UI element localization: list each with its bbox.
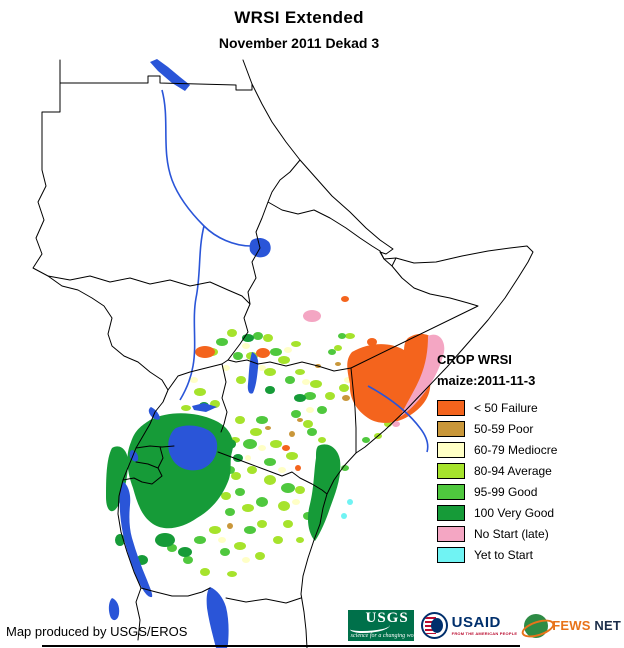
border-eritrea-ethiopia-sudan — [221, 159, 381, 365]
legend-swatch-poor — [437, 420, 465, 437]
border-sudan-southsudan — [47, 275, 251, 305]
fewsnet-name-secondary: NET — [594, 618, 621, 633]
lake-mweru — [108, 598, 120, 621]
legend-swatch-average — [437, 462, 465, 479]
nile-river — [161, 89, 252, 247]
usaid-logo: USAID FROM THE AMERICAN PEOPLE — [420, 610, 518, 641]
legend-label: 95-99 Good — [474, 484, 538, 499]
legend-label: 100 Very Good — [474, 505, 555, 520]
legend-row-mediocre: 60-79 Mediocre — [437, 439, 623, 460]
legend-swatch-nostart — [437, 525, 465, 542]
lake-victoria — [168, 425, 218, 471]
legend-label: 80-94 Average — [474, 463, 552, 478]
page-subtitle: November 2011 Dekad 3 — [218, 35, 380, 51]
lake-malawi — [206, 587, 229, 648]
usaid-tagline: FROM THE AMERICAN PEOPLE — [451, 631, 518, 636]
page-title: WRSI Extended — [234, 8, 364, 27]
usgs-swoosh-icon — [349, 621, 390, 633]
legend-label: 60-79 Mediocre — [474, 442, 558, 457]
usaid-name: USAID — [451, 614, 501, 631]
usaid-logo-text: USAID FROM THE AMERICAN PEOPLE — [452, 615, 518, 636]
legend-label: No Start (late) — [474, 526, 549, 541]
legend-subtitle: maize:2011-11-3 — [437, 373, 536, 388]
lake-turkana — [247, 352, 259, 394]
lake-nasser — [150, 59, 190, 91]
white-nile-river — [179, 225, 205, 401]
legend-label: Yet to Start — [474, 547, 533, 562]
fewsnet-name-primary: FEWS — [552, 618, 591, 633]
usaid-stripes-icon — [424, 617, 436, 634]
wrsi-nostart-patches — [303, 310, 445, 427]
border-lakes-region — [122, 445, 328, 495]
legend-swatch-verygood — [437, 504, 465, 521]
map-credit: Map produced by USGS/EROS — [6, 624, 188, 639]
country-borders — [32, 59, 534, 648]
fewsnet-logo: FEWS NET — [519, 610, 621, 641]
wrsi-good-patches — [167, 332, 370, 564]
legend-row-average: 80-94 Average — [437, 460, 623, 481]
map-neatline — [42, 645, 520, 647]
fewsnet-ring-icon — [519, 615, 557, 641]
coastline — [242, 59, 534, 648]
usaid-seal-icon — [420, 612, 448, 639]
usgs-logo: USGS science for a changing world — [347, 610, 421, 641]
shabelle-river — [367, 385, 429, 453]
legend-swatch-failure — [437, 399, 465, 416]
legend-row-good: 95-99 Good — [437, 481, 623, 502]
fewsnet-logo-text: FEWS NET — [552, 618, 621, 633]
legend-row-verygood: 100 Very Good — [437, 502, 623, 523]
rivers — [161, 89, 429, 453]
legend: CROP WRSI maize:2011-11-3 < 50 Failure 5… — [437, 352, 623, 565]
usaid-star-icon — [430, 618, 443, 633]
border-tanzania-south — [140, 587, 302, 604]
border-kenya-ethiopia-uganda — [167, 359, 352, 433]
legend-row-poor: 50-59 Poor — [437, 418, 623, 439]
legend-row-yettostart: Yet to Start — [437, 544, 623, 565]
legend-swatch-mediocre — [437, 441, 465, 458]
border-djibouti-somalia-ethiopia — [350, 250, 479, 454]
logo-strip: USGS science for a changing world USAID … — [347, 610, 621, 641]
legend-swatch-yettostart — [437, 546, 465, 563]
legend-swatch-good — [437, 483, 465, 500]
legend-rows: < 50 Failure 50-59 Poor 60-79 Mediocre 8… — [437, 397, 623, 565]
legend-title: CROP WRSI — [437, 352, 512, 367]
lake-kyoga — [192, 403, 217, 412]
usgs-tagline: science for a changing world — [350, 633, 421, 639]
legend-label: < 50 Failure — [474, 400, 538, 415]
legend-row-failure: < 50 Failure — [437, 397, 623, 418]
usgs-logo-text: USGS — [365, 610, 409, 626]
wrsi-mediocre-patches — [190, 343, 352, 563]
wrsi-yettostart-patches — [341, 499, 353, 519]
legend-label: 50-59 Poor — [474, 421, 534, 436]
legend-row-nostart: No Start (late) — [437, 523, 623, 544]
border-egypt-sudan-libya — [32, 59, 253, 641]
lake-tanganyika — [119, 482, 153, 598]
fewsnet-globe-icon — [519, 613, 557, 641]
